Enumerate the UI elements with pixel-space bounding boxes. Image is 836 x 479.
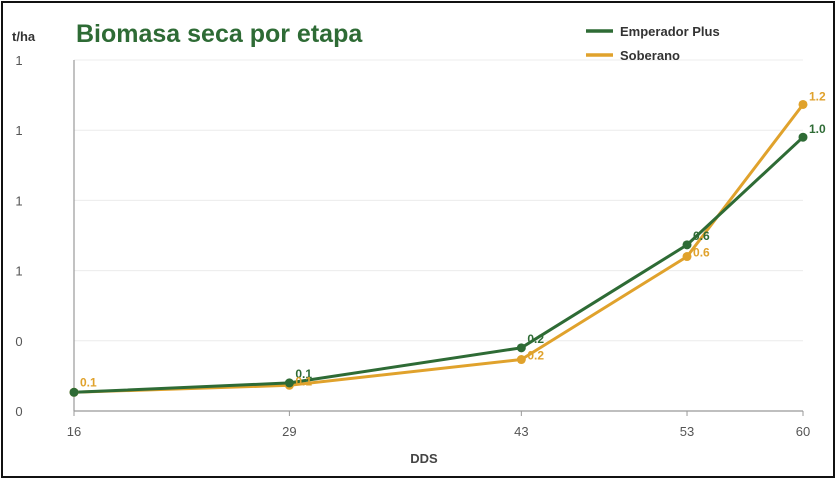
data-label: 1.0 [809, 122, 826, 136]
y-tick-label: 0 [15, 404, 22, 419]
y-tick-label: 1 [15, 53, 22, 68]
data-label: 0.1 [295, 367, 312, 381]
series-line-0 [73, 136, 805, 394]
x-axis-label: DDS [410, 451, 438, 466]
data-point [682, 240, 692, 250]
y-tick-label: 1 [15, 264, 22, 279]
legend-label-emperador-plus: Emperador Plus [620, 24, 720, 39]
data-point [516, 355, 526, 365]
data-label: 0.2 [527, 349, 544, 363]
x-tick-label: 60 [796, 424, 810, 439]
data-point [284, 378, 294, 388]
x-tick-label: 16 [67, 424, 81, 439]
chart-title: Biomasa seca por etapa [76, 20, 363, 48]
data-label: 0.1 [295, 374, 312, 388]
legend-label-soberano: Soberano [620, 48, 680, 63]
data-label: 0.6 [693, 246, 710, 260]
grid-lines [74, 59, 803, 342]
legend: Emperador Plus Soberano [586, 24, 720, 63]
data-points [69, 99, 808, 397]
data-labels: 0.10.20.61.00.1 0.10.20.61.2 [80, 89, 826, 389]
data-point [798, 99, 808, 109]
y-tick-label: 1 [15, 193, 22, 208]
data-point [69, 387, 79, 397]
data-label: 0.2 [527, 332, 544, 346]
data-point [516, 343, 526, 353]
x-tick-label: 29 [282, 424, 296, 439]
x-tick-label: 53 [680, 424, 694, 439]
y-axis-label: t/ha [12, 29, 36, 44]
x-tick-labels: 16 29 43 53 60 [67, 424, 810, 439]
y-tick-label: 0 [15, 334, 22, 349]
data-point [682, 252, 692, 262]
y-tick-labels: 0 0 1 1 1 1 [15, 53, 22, 419]
data-label: 1.2 [809, 89, 826, 103]
axes [73, 60, 804, 416]
data-label: 0.1 [80, 375, 97, 389]
data-label: 0.6 [693, 229, 710, 243]
data-point [798, 132, 808, 142]
x-tick-label: 43 [514, 424, 528, 439]
y-tick-label: 1 [15, 123, 22, 138]
